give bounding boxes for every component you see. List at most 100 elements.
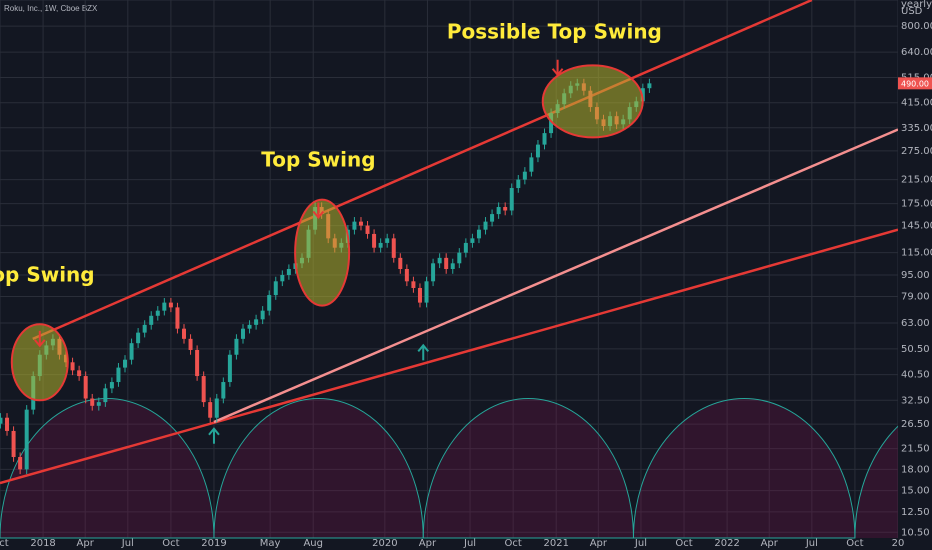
x-tick-label: Oct bbox=[504, 538, 521, 549]
candle-body[interactable] bbox=[535, 144, 540, 158]
highlight-ellipse[interactable] bbox=[10, 323, 69, 402]
y-tick-label: 800.00 bbox=[901, 21, 932, 32]
candle-body[interactable] bbox=[647, 83, 652, 89]
candle-body[interactable] bbox=[509, 188, 514, 211]
candle-body[interactable] bbox=[182, 328, 187, 339]
candle-body[interactable] bbox=[529, 157, 534, 172]
trendline-lower-support[interactable] bbox=[0, 228, 899, 485]
candle-body[interactable] bbox=[234, 338, 239, 355]
candle-body[interactable] bbox=[24, 409, 29, 470]
candle-body[interactable] bbox=[214, 398, 219, 418]
candle-body[interactable] bbox=[0, 417, 3, 424]
candle-body[interactable] bbox=[404, 269, 409, 282]
candle-body[interactable] bbox=[549, 113, 554, 134]
y-tick-label: 275.00 bbox=[901, 146, 932, 157]
candle-body[interactable] bbox=[103, 388, 108, 403]
candle-body[interactable] bbox=[470, 238, 475, 243]
y-tick-label: 145.00 bbox=[901, 221, 932, 232]
x-tick-label: 20 bbox=[892, 538, 905, 549]
cycle-arc bbox=[0, 398, 215, 539]
candle-body[interactable] bbox=[195, 349, 200, 377]
candle-body[interactable] bbox=[116, 367, 121, 383]
candle-body[interactable] bbox=[352, 221, 357, 230]
candle-body[interactable] bbox=[162, 302, 167, 311]
candle-body[interactable] bbox=[5, 417, 10, 431]
candle-body[interactable] bbox=[522, 171, 527, 180]
x-tick-label: Jul bbox=[805, 538, 818, 549]
candle-body[interactable] bbox=[431, 263, 436, 282]
candle-body[interactable] bbox=[83, 376, 88, 399]
chart-header-title: Roku, Inc., 1W, Cboe BZX bbox=[4, 4, 98, 13]
y-tick-label: 415.00 bbox=[901, 98, 932, 109]
y-tick-label: 115.00 bbox=[901, 248, 932, 259]
candle-body[interactable] bbox=[123, 359, 128, 368]
arrow-down-icon bbox=[312, 202, 325, 220]
y-tick-label: 40.50 bbox=[901, 370, 930, 381]
candle-body[interactable] bbox=[240, 328, 245, 339]
candle-body[interactable] bbox=[444, 257, 449, 269]
candle-body[interactable] bbox=[149, 315, 154, 325]
arrow-down-icon bbox=[34, 330, 46, 348]
candle-body[interactable] bbox=[496, 207, 501, 215]
annotation-label: Possible Top Swing bbox=[447, 19, 662, 43]
x-tick-label: Jul bbox=[634, 538, 647, 549]
candle-body[interactable] bbox=[77, 370, 82, 377]
arrow-down-icon bbox=[551, 59, 564, 77]
price-axis-currency: USD bbox=[901, 6, 923, 17]
candle-body[interactable] bbox=[437, 257, 442, 264]
candle-body[interactable] bbox=[90, 398, 95, 406]
candle-body[interactable] bbox=[109, 382, 114, 389]
candle-body[interactable] bbox=[424, 281, 429, 303]
candle-body[interactable] bbox=[450, 263, 455, 269]
x-tick-label: Apr bbox=[77, 538, 95, 549]
candle-body[interactable] bbox=[280, 274, 285, 282]
candle-body[interactable] bbox=[398, 257, 403, 269]
candle-body[interactable] bbox=[273, 281, 278, 296]
candle-body[interactable] bbox=[188, 338, 193, 350]
highlight-ellipse[interactable] bbox=[294, 198, 351, 307]
candle-body[interactable] bbox=[503, 207, 508, 211]
candle-body[interactable] bbox=[70, 362, 75, 371]
candle-body[interactable] bbox=[385, 238, 390, 243]
candle-body[interactable] bbox=[11, 430, 16, 458]
trendline-upper-channel[interactable] bbox=[32, 0, 813, 340]
candle-body[interactable] bbox=[227, 354, 232, 383]
candle-body[interactable] bbox=[391, 238, 396, 258]
candle-body[interactable] bbox=[457, 252, 462, 264]
candle-body[interactable] bbox=[260, 310, 265, 320]
candle-body[interactable] bbox=[142, 324, 147, 333]
y-tick-label: 15.00 bbox=[901, 486, 930, 497]
candle-body[interactable] bbox=[483, 221, 488, 230]
candle-body[interactable] bbox=[516, 179, 521, 189]
candle-body[interactable] bbox=[129, 343, 134, 360]
candle-body[interactable] bbox=[175, 307, 180, 329]
candle-body[interactable] bbox=[247, 324, 252, 329]
candle-body[interactable] bbox=[201, 376, 206, 403]
candle-body[interactable] bbox=[221, 382, 226, 399]
candle-body[interactable] bbox=[365, 225, 370, 234]
candle-body[interactable] bbox=[96, 402, 101, 406]
candle-body[interactable] bbox=[168, 302, 173, 308]
highlight-ellipse[interactable] bbox=[541, 64, 644, 139]
candle-body[interactable] bbox=[372, 233, 377, 248]
trendline-inner-support[interactable] bbox=[213, 128, 899, 424]
candle-body[interactable] bbox=[378, 242, 383, 248]
candle-body[interactable] bbox=[208, 402, 213, 418]
candle-body[interactable] bbox=[136, 332, 141, 344]
candle-body[interactable] bbox=[155, 310, 160, 316]
candle-body[interactable] bbox=[542, 133, 547, 145]
candle-body[interactable] bbox=[286, 269, 291, 275]
x-tick-label: Jul bbox=[463, 538, 476, 549]
candle-body[interactable] bbox=[254, 319, 259, 325]
candle-body[interactable] bbox=[18, 457, 23, 470]
price-axis-title: yearly USD bbox=[901, 0, 932, 10]
candle-body[interactable] bbox=[417, 287, 422, 303]
candle-body[interactable] bbox=[476, 229, 481, 239]
candle-body[interactable] bbox=[411, 281, 416, 288]
candle-body[interactable] bbox=[490, 214, 495, 222]
y-tick-label: 12.50 bbox=[901, 507, 930, 518]
candle-body[interactable] bbox=[267, 295, 272, 311]
candle-body[interactable] bbox=[358, 221, 363, 226]
candle-body[interactable] bbox=[463, 242, 468, 253]
